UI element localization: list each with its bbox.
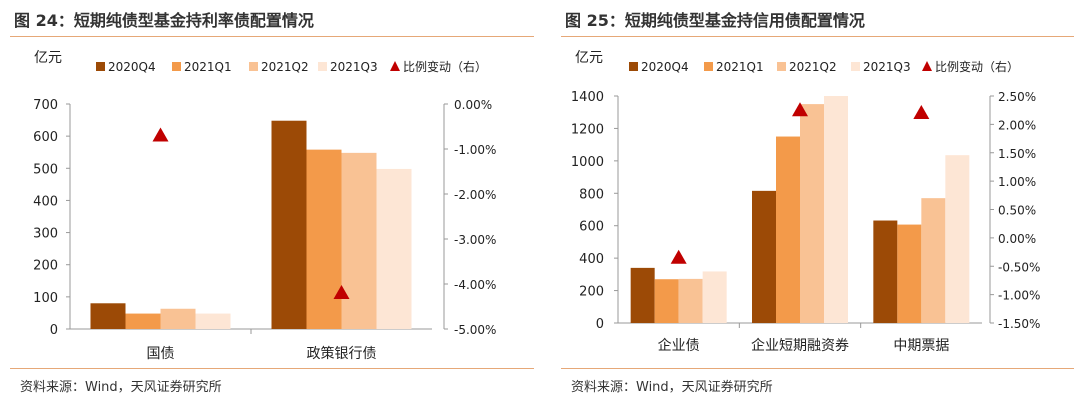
y-tick-label: 800 [579,187,604,202]
y2-tick-label: 0.50% [998,204,1036,218]
y2-tick-label: 2.00% [998,118,1036,132]
y-tick-label: 0 [596,317,604,332]
legend-label: 2021Q1 [184,60,232,74]
category-label: 国债 [147,346,175,362]
legend-swatch [777,62,786,71]
y-tick-label: 400 [579,252,604,267]
source-divider [561,368,1074,369]
legend-label: 2021Q3 [863,60,911,74]
title-divider [10,36,534,37]
bar [702,271,727,323]
bar [776,136,800,323]
source-note: 资料来源：Wind，天风证券研究所 [20,380,222,395]
bar [630,267,655,323]
y2-tick-label: 0.00% [998,232,1036,246]
bar [376,168,412,329]
ratio-marker [670,249,687,264]
y-tick-label: 0 [50,323,58,338]
bar [824,96,848,323]
legend-swatch [629,62,638,71]
y2-tick-label: -0.50% [998,260,1040,274]
bar [125,313,161,329]
bar [90,303,126,329]
y-tick-label: 700 [33,98,58,113]
ratio-marker [333,285,350,299]
bar [945,155,970,323]
title-divider [561,36,1074,37]
y2-tick-label: -1.00% [454,143,496,157]
bar [654,279,679,323]
legend-label: 比例变动（右） [935,59,1019,74]
legend-label: 2020Q4 [641,60,689,74]
y2-tick-label: 0.00% [454,98,492,112]
legend-swatch [704,62,713,71]
y-tick-label: 600 [33,130,58,145]
legend-label: 2021Q2 [789,60,837,74]
bar [800,104,824,323]
bar-chart-credit-bonds: 亿元 1400 1200 1000 800 600 400 200 0 2.50% 2.00% 1.5… [571,50,1041,354]
y-axis-label: 亿元 [575,50,603,66]
y2-tick-label: -1.50% [998,317,1040,331]
bar [897,224,922,323]
chart-title: 图 25：短期纯债型基金持信用债配置情况 [565,11,865,30]
y-tick-label: 200 [579,285,604,300]
legend-label: 比例变动（右） [403,59,487,74]
chart-panel-right: 图 25：短期纯债型基金持信用债配置情况 亿元 1400 1200 1000 800 60… [551,0,1080,403]
y2-tick-label: -3.00% [454,233,496,247]
bar [160,308,196,329]
category-label: 企业债 [658,337,700,354]
y-tick-label: 1000 [571,155,604,170]
legend-swatch [851,62,860,71]
y-tick-label: 1400 [571,90,604,105]
y2-tick-label: -5.00% [454,323,496,337]
bar [195,313,231,329]
y2-tick-label: 1.50% [998,147,1036,161]
bar [678,278,703,323]
legend-label: 2020Q4 [108,60,156,74]
bar [921,198,946,323]
ratio-marker [792,102,808,117]
legend-ratio-marker [390,61,400,71]
y-tick-label: 500 [33,162,58,177]
legend-label: 2021Q2 [261,60,309,74]
legend-swatch [172,62,181,71]
ratio-marker [152,127,169,142]
bar [873,220,898,323]
bar [271,120,307,329]
legend-swatch [249,62,258,71]
legend-swatch [96,62,105,71]
ratio-marker [913,105,930,120]
source-note: 资料来源：Wind，天风证券研究所 [571,380,773,395]
source-divider [10,368,534,369]
legend-label: 2021Q3 [330,60,378,74]
y2-tick-label: 1.00% [998,175,1036,189]
legend-ratio-marker [922,61,932,71]
category-label: 中期票据 [893,338,949,354]
y-tick-label: 600 [579,220,604,235]
y2-tick-label: 2.50% [998,90,1036,104]
y2-tick-label: -4.00% [454,278,496,292]
y2-tick-label: -2.00% [454,188,496,202]
category-label: 政策银行债 [307,345,377,362]
y-axis-label: 亿元 [34,50,62,66]
bar [341,152,377,329]
legend-swatch [318,62,327,71]
chart-panel-left: 图 24：短期纯债型基金持利率债配置情况 亿元 700 600 500 400 300 20… [10,11,534,395]
chart-title: 图 24：短期纯债型基金持利率债配置情况 [14,11,314,30]
y-tick-label: 100 [33,291,58,306]
category-label: 企业短期融资券 [751,337,849,354]
y2-tick-label: -1.00% [998,289,1040,303]
y-tick-label: 200 [33,259,58,274]
y-tick-label: 1200 [571,122,604,137]
bar [752,190,776,323]
y-tick-label: 400 [33,194,58,209]
y-tick-label: 300 [33,227,58,242]
bar-chart-rate-bonds: 亿元 700 600 500 400 300 200 100 0 0.00% -1.00% -2.00… [33,50,496,362]
bar [306,149,342,329]
legend-label: 2021Q1 [716,60,764,74]
